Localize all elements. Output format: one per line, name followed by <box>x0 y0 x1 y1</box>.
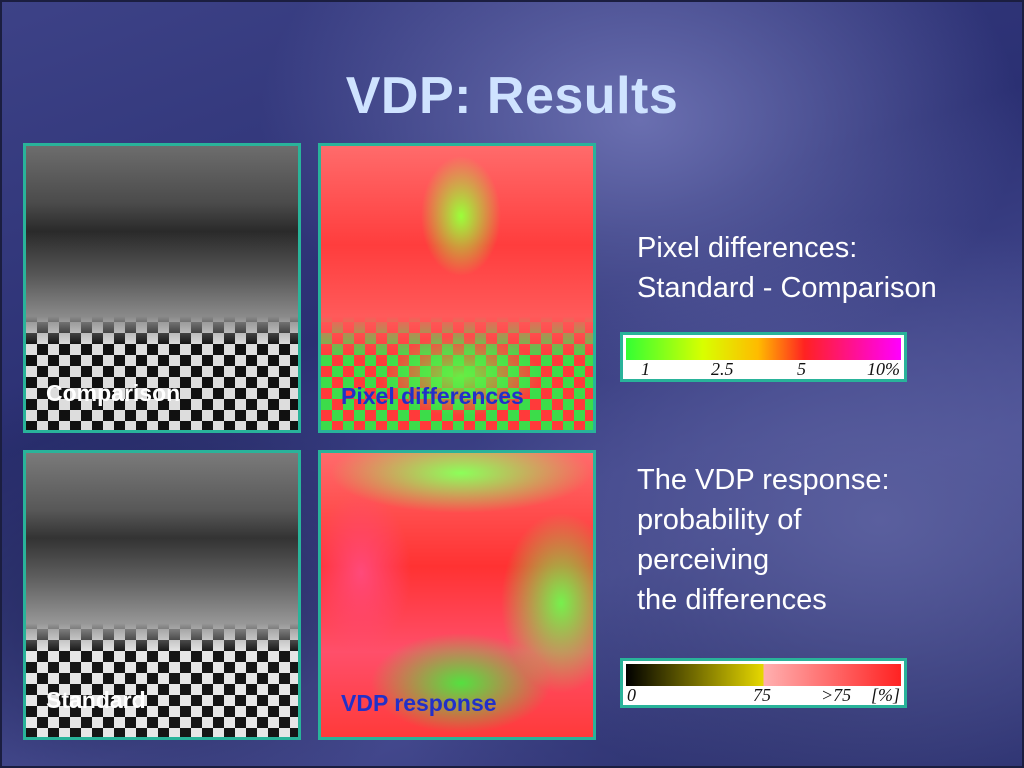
comparison-label: Comparison <box>46 380 181 406</box>
vdp-response-caption: The VDP response: probability of perceiv… <box>637 460 890 620</box>
pixel-differences-label: Pixel differences <box>341 383 524 409</box>
caption-line: perceiving <box>637 544 770 576</box>
caption-line: The VDP response: <box>637 464 890 496</box>
pixel-differences-image: Pixel differences <box>318 143 596 433</box>
comparison-image: Comparison <box>23 143 301 433</box>
scale-tick-label: 10% <box>867 359 900 379</box>
vdp-response-map <box>321 453 593 737</box>
vdp-response-color-scale: 0 75 >75 [%] <box>620 658 907 708</box>
caption-line: Standard - Comparison <box>637 272 937 304</box>
caption-line: Pixel differences: <box>637 232 858 264</box>
standard-label: Standard <box>46 687 146 713</box>
caption-line: the differences <box>637 584 827 616</box>
scale-tick-label: 75 <box>753 685 771 705</box>
pixel-differences-color-scale: 1 2.5 5 10% <box>620 332 907 382</box>
caption-line: probability of <box>637 504 802 536</box>
standard-render <box>26 453 298 737</box>
scale-tick-label: 2.5 <box>711 359 734 379</box>
vdp-response-gradient-bar <box>626 664 901 686</box>
scale-tick-label: [%] <box>871 685 901 705</box>
vdp-response-label: VDP response <box>341 690 497 716</box>
scale-tick-label: >75 <box>821 685 852 705</box>
scale-tick-label: 5 <box>797 359 806 379</box>
pixel-differences-map <box>321 146 593 430</box>
pixel-differences-caption: Pixel differences: Standard - Comparison <box>637 228 937 308</box>
vdp-response-image: VDP response <box>318 450 596 740</box>
slide-title: VDP: Results <box>345 67 679 125</box>
comparison-render <box>26 146 298 430</box>
standard-image: Standard <box>23 450 301 740</box>
pixel-differences-gradient-bar <box>626 338 901 360</box>
scale-tick-label: 1 <box>641 359 650 379</box>
scale-tick-label: 0 <box>627 685 636 705</box>
